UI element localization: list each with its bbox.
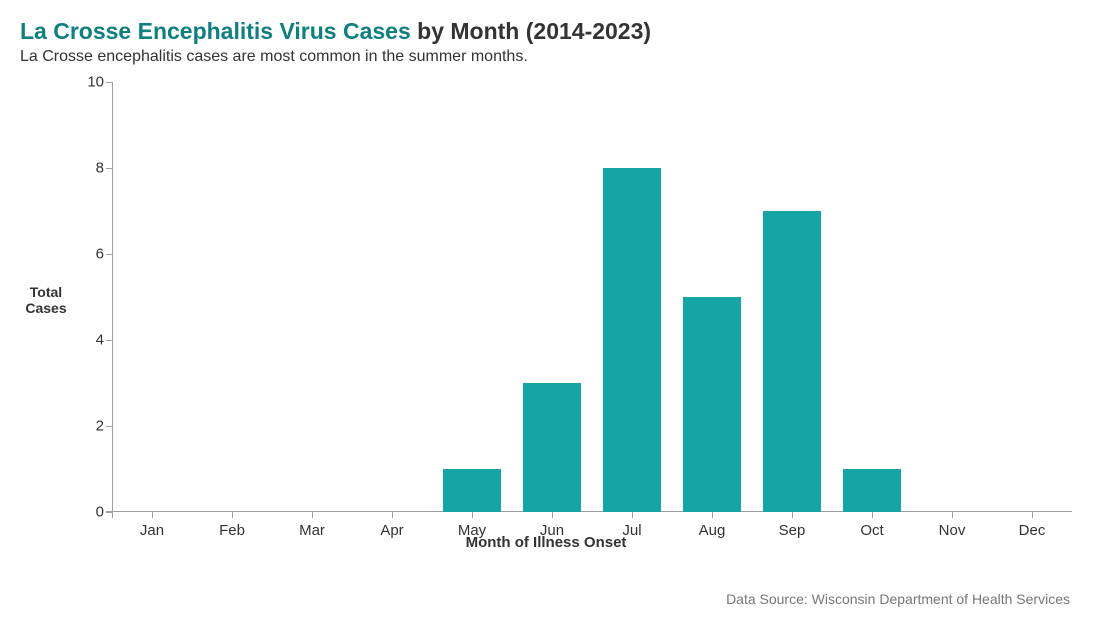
bar bbox=[603, 168, 661, 512]
title-highlight: La Crosse Encephalitis Virus Cases bbox=[20, 18, 411, 44]
x-tick-mark bbox=[712, 512, 713, 518]
x-tick-mark bbox=[312, 512, 313, 518]
x-tick-mark bbox=[392, 512, 393, 518]
data-source: Data Source: Wisconsin Department of Hea… bbox=[726, 591, 1070, 607]
x-tick-mark bbox=[792, 512, 793, 518]
bar bbox=[843, 469, 901, 512]
x-axis-line bbox=[106, 511, 1072, 512]
y-tick-mark bbox=[106, 168, 112, 169]
y-tick-mark bbox=[106, 512, 112, 513]
bar bbox=[683, 297, 741, 512]
x-tick-mark bbox=[1032, 512, 1033, 518]
x-axis-label: Month of Illness Onset bbox=[20, 534, 1072, 551]
bar bbox=[443, 469, 501, 512]
ylabel-line1: Total bbox=[30, 284, 62, 300]
bar bbox=[523, 383, 581, 512]
y-tick-mark bbox=[106, 426, 112, 427]
y-tick-mark bbox=[106, 82, 112, 83]
chart-subtitle: La Crosse encephalitis cases are most co… bbox=[20, 48, 1072, 66]
y-tick-mark bbox=[106, 254, 112, 255]
x-tick-mark bbox=[872, 512, 873, 518]
x-tick-mark bbox=[632, 512, 633, 518]
y-tick-mark bbox=[106, 340, 112, 341]
plot-region: 0246810JanFebMarAprMayJunJulAugSepOctNov… bbox=[112, 82, 1072, 512]
x-tick-mark bbox=[472, 512, 473, 518]
bar bbox=[763, 211, 821, 512]
y-axis-line bbox=[112, 82, 113, 518]
y-axis-label: Total Cases bbox=[20, 284, 72, 318]
x-tick-mark bbox=[952, 512, 953, 518]
x-tick-mark bbox=[152, 512, 153, 518]
chart-title: La Crosse Encephalitis Virus Cases by Mo… bbox=[20, 18, 1072, 46]
x-tick-mark bbox=[232, 512, 233, 518]
chart-area: Total Cases 0246810JanFebMarAprMayJunJul… bbox=[20, 74, 1072, 554]
ylabel-line2: Cases bbox=[25, 300, 66, 316]
title-rest: by Month (2014-2023) bbox=[411, 18, 651, 44]
chart-container: La Crosse Encephalitis Virus Cases by Mo… bbox=[0, 0, 1100, 619]
x-tick-mark bbox=[552, 512, 553, 518]
